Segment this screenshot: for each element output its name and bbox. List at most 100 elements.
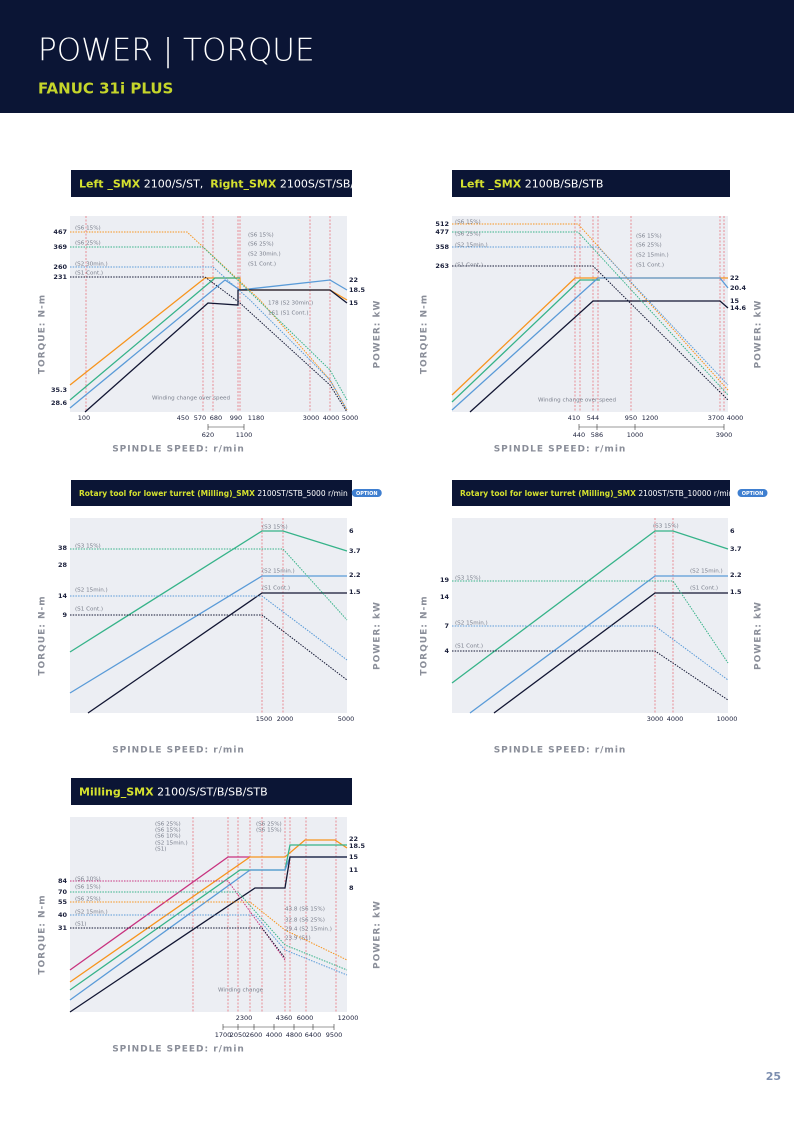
curve-label: (S3 15%)	[455, 576, 481, 582]
panel-title-bar	[71, 778, 352, 805]
panel-title-bar	[452, 480, 730, 506]
speed-axis-label: SPINDLE SPEED: r/min	[494, 445, 627, 455]
panel-title-part: 2100/S/ST,	[140, 178, 210, 191]
power-curve	[493, 592, 728, 714]
torque-curve	[70, 595, 348, 661]
header-band	[0, 0, 794, 113]
torque-curve	[452, 231, 729, 396]
curve-label: (S2 15min.)	[455, 621, 488, 627]
power-curve	[69, 856, 347, 1013]
page-subtitle: FANUC 31i PLUS	[38, 80, 173, 98]
torque-curve	[70, 927, 286, 959]
curve-label: (S1 Cont.)	[690, 586, 718, 592]
curve-label: (S6 15%)	[75, 885, 101, 891]
panel-title-part: 2100ST/STB_5000 r/min	[255, 489, 348, 498]
speed-tick-label: 2050	[230, 1031, 247, 1039]
torque-curve	[70, 548, 348, 621]
panel-title-bar	[71, 170, 352, 197]
power-tick-label: 2.2	[349, 571, 361, 579]
curve-label: (S6 10%)	[75, 877, 101, 883]
torque-curve	[70, 614, 348, 681]
speed-tick-label: 2000	[277, 715, 294, 723]
torque-curve	[452, 650, 729, 701]
torque-curve	[70, 276, 348, 413]
panel-title-part: Milling_SMX	[79, 786, 154, 799]
curve-label: (S3 15%)	[653, 524, 679, 530]
speed-tick-label: 3700	[708, 414, 725, 422]
power-curve	[451, 277, 729, 411]
curve-label: (S1)	[75, 922, 86, 928]
curve-label: (S6 25%)	[155, 822, 181, 828]
curve-label: Winding change	[218, 988, 264, 994]
speed-tick-label: 680	[210, 414, 222, 422]
curve-label: (S6 25%)	[455, 232, 481, 238]
torque-tick-label: 358	[435, 243, 449, 251]
curve-label: 178 (S2 30min.)	[268, 301, 313, 307]
option-badge-label: OPTION	[356, 491, 378, 497]
panel-title-bar	[452, 170, 730, 197]
panel-title-part: 2100ST/STB_10000 r/min	[636, 489, 734, 498]
torque-tick-label: 38	[58, 544, 68, 552]
power-tick-label: 6	[349, 527, 354, 535]
curve-label: (S6 15%)	[155, 828, 181, 834]
torque-tick-label: 28	[58, 561, 68, 569]
speed-tick-label: 1700	[215, 1031, 232, 1039]
page-title: POWER | TORQUE	[38, 33, 315, 69]
speed-tick-label: 100	[78, 414, 90, 422]
speed-tick-label: 2300	[236, 1014, 253, 1022]
torque-curve	[452, 265, 729, 401]
speed-tick-label: 5000	[342, 414, 359, 422]
torque-curve	[70, 914, 348, 976]
curve-label: (S2 15min.)	[155, 841, 188, 847]
curve-label: (S2 15min.)	[455, 243, 488, 249]
power-tick-label: 1.5	[349, 588, 361, 596]
torque-axis-label: TORQUE: N-m	[420, 294, 430, 374]
speed-tick-label: 6000	[297, 1014, 314, 1022]
torque-tick-label: 19	[440, 576, 450, 584]
speed-axis-label: SPINDLE SPEED: r/min	[112, 1045, 245, 1055]
option-badge	[351, 489, 382, 497]
torque-curve	[70, 891, 348, 971]
curve-label: (S1 Cont.)	[455, 263, 483, 269]
torque-curve	[70, 231, 348, 411]
speed-tick-label: 570	[194, 414, 206, 422]
torque-tick-label: 369	[53, 243, 67, 251]
panel-title: Left _SMX 2100B/SB/STB	[460, 178, 603, 191]
power-curve	[69, 575, 347, 694]
speed-tick-label: 990	[230, 414, 242, 422]
option-badge-label: OPTION	[742, 491, 764, 497]
panel-title-part: Right_SMX	[210, 178, 277, 191]
power-curve	[451, 279, 600, 403]
torque-tick-label: 467	[53, 228, 67, 236]
curve-label: (S1 Cont.)	[75, 607, 103, 613]
power-tick-label: 11	[349, 866, 359, 874]
torque-tick-label: 7	[444, 622, 449, 630]
speed-tick-label: 1500	[256, 715, 273, 723]
curve-label: (S2 30min.)	[75, 262, 108, 268]
speed-axis-label: SPINDLE SPEED: r/min	[112, 445, 245, 455]
page-number: 25	[766, 1070, 781, 1083]
torque-curve	[452, 580, 729, 664]
power-axis-label: POWER: kW	[373, 300, 383, 369]
panel-title: Rotary tool for lower turret (Milling)_S…	[79, 489, 348, 498]
speed-axis-label: SPINDLE SPEED: r/min	[494, 746, 627, 756]
curve-label: (S6 25%)	[256, 822, 282, 828]
power-tick-label: 3.7	[730, 545, 742, 553]
curve-label: 29.4 (S2 15min.)	[285, 927, 332, 933]
torque-curve	[70, 246, 348, 401]
torque-curve	[452, 223, 729, 391]
curve-label: (S1 Cont.)	[455, 644, 483, 650]
curve-label: 32.8 (S6 25%)	[285, 918, 325, 924]
torque-curve	[452, 246, 729, 386]
curve-label: (S3 15%)	[262, 525, 288, 531]
torque-tick-label: 477	[435, 228, 449, 236]
torque-tick-label: 84	[58, 877, 68, 885]
power-tick-label: 15	[349, 853, 359, 861]
curve-label: 161 (S1 Cont.)	[268, 311, 309, 317]
speed-tick-label: 440	[573, 431, 585, 439]
curve-label: (S6 15%)	[636, 234, 662, 240]
power-curve	[69, 530, 348, 653]
speed-tick-label: 4000	[266, 1031, 283, 1039]
speed-tick-label: 1180	[248, 414, 265, 422]
torque-tick-label: 28.6	[51, 399, 68, 407]
